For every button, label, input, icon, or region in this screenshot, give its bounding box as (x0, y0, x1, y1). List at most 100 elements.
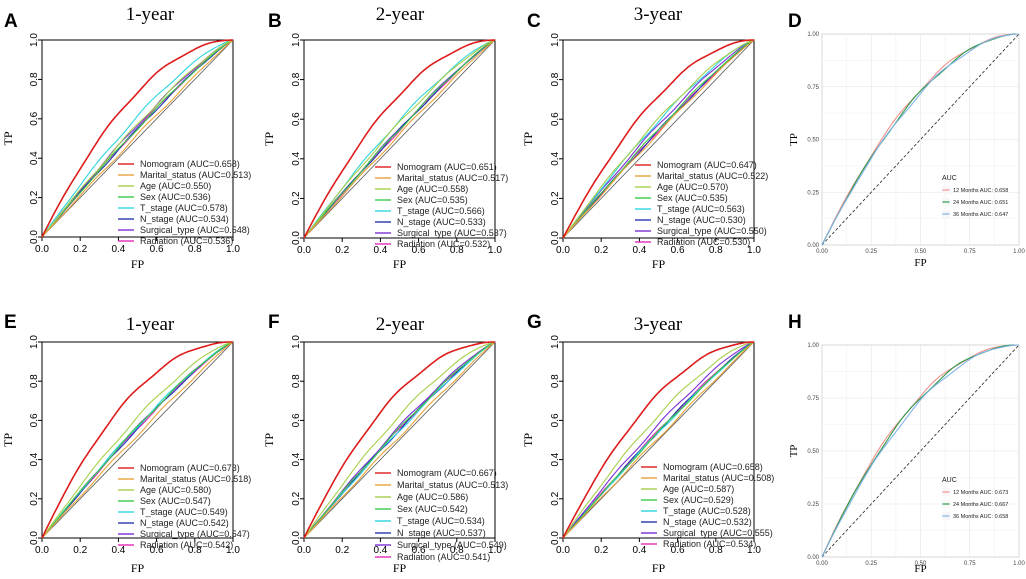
roc-line-2 (41, 341, 234, 539)
legend: Nomogram (AUC=0.673)Marital_status (AUC=… (118, 463, 251, 550)
x-axis-label: FP (914, 563, 926, 575)
grid-lines (821, 33, 1020, 246)
x-tick-label: 0.0 (297, 245, 311, 256)
x-tick-label: 0.2 (335, 245, 349, 256)
reference-diagonal (821, 344, 1020, 558)
legend-label: Sex (AUC=0.535) (397, 195, 468, 205)
y-tick-label: 1.0 (29, 335, 40, 349)
panel-letter: F (268, 312, 280, 333)
legend-label: 24 Months AUC: 0.667 (953, 502, 1008, 508)
x-tick-label: 1.0 (488, 245, 502, 256)
x-tick-label: 1.0 (488, 545, 502, 556)
legend-label: Sex (AUC=0.542) (397, 504, 468, 514)
y-tick-label: 0.0 (29, 531, 40, 545)
x-tick-label: 0.75 (964, 249, 976, 255)
legend-label: Nomogram (AUC=0.651) (397, 162, 497, 172)
x-tick-label: 0.4 (373, 545, 387, 556)
plot-frame (303, 341, 496, 539)
legend-label: N_stage (AUC=0.534) (140, 214, 229, 224)
panel-letter: E (4, 312, 17, 333)
roc-line-1 (303, 39, 496, 239)
panel-g: G 3-year 0.00.0 0.2 0.2 0.4 0.4 0.6 0.6 0.8 0.8 1.0… (521, 312, 774, 575)
roc-line-3 (821, 33, 1020, 246)
y-tick-label: 0.4 (550, 151, 561, 165)
legend-label: T_stage (AUC=0.534) (397, 516, 485, 526)
y-tick-label: 0.8 (550, 72, 561, 86)
legend: Nomogram (AUC=0.658)Marital_status (AUC=… (641, 462, 774, 549)
axis-ticks: 0.00.0 0.2 0.2 0.4 0.4 0.6 0.6 0.8 0.8 1.0 1.0 (291, 33, 502, 256)
y-tick-label: 0.0 (291, 231, 302, 245)
x-tick-label: 0.2 (594, 545, 608, 556)
legend-label: Radiation (AUC=0.536) (140, 236, 233, 246)
legend-label: Surgical_type (AUC=0.550) (657, 226, 767, 236)
roc-line-4 (562, 341, 755, 539)
y-tick-label: 0.0 (550, 231, 561, 245)
x-tick-label: 0.4 (632, 545, 646, 556)
x-tick-label: 0.6 (671, 545, 685, 556)
x-tick-label: 0.2 (335, 545, 349, 556)
panel-letter: A (4, 11, 18, 32)
legend-label: Nomogram (AUC=0.673) (140, 463, 240, 473)
panel-letter: H (788, 312, 802, 333)
x-tick-label: 1.00 (1013, 561, 1025, 567)
y-axis-label: TP (521, 132, 535, 146)
panel-title: 2-year (376, 4, 425, 25)
legend-label: Sex (AUC=0.536) (140, 192, 211, 202)
legend-label: Age (AUC=0.586) (397, 492, 468, 502)
panel-letter: G (527, 312, 542, 333)
axis-ticks: 0.00.0 0.2 0.2 0.4 0.4 0.6 0.6 0.8 0.8 1.0 1.0 (291, 335, 502, 556)
panel-b: B 2-year 0.00.0 0.2 0.2 0.4 0.4 0.6 0.6 0.8 0.8 1.0… (262, 4, 508, 271)
legend-label: Surgical_type (AUC=0.555) (663, 528, 773, 538)
y-axis-label: TP (521, 433, 535, 447)
y-tick-label: 1.0 (291, 335, 302, 349)
x-tick-label: 0.8 (450, 545, 464, 556)
y-axis-label: TP (262, 433, 276, 447)
legend-label: Surgical_type (AUC=0.547) (140, 529, 250, 539)
y-tick-label: 0.6 (291, 112, 302, 126)
x-tick-label: 0.8 (709, 545, 723, 556)
plot-frame (562, 341, 755, 539)
x-tick-label: 0.8 (188, 545, 202, 556)
panel-a: A 1-year 0.00.0 0.2 0.2 0.4 0.4 0.6 0.6 0.8 0.8 1.0… (1, 4, 251, 271)
x-tick-label: 0.2 (73, 244, 87, 255)
legend-label: Radiation (AUC=0.542) (140, 540, 233, 550)
legend: Nomogram (AUC=0.658)Marital_status (AUC=… (118, 159, 251, 246)
y-tick-label: 0.0 (29, 230, 40, 244)
legend: Nomogram (AUC=0.651)Marital_status (AUC=… (375, 162, 508, 249)
y-tick-label: 1.0 (550, 33, 561, 47)
y-tick-label: 0.8 (29, 72, 40, 86)
x-tick-label: 0.6 (412, 245, 426, 256)
legend-label: T_stage (AUC=0.528) (663, 506, 751, 516)
y-tick-label: 0.0 (291, 531, 302, 545)
y-tick-label: 0.50 (807, 138, 819, 144)
series-group (41, 341, 234, 539)
x-tick-label: 0.0 (297, 545, 311, 556)
roc-line-7 (562, 39, 755, 239)
roc-line-2 (41, 39, 234, 238)
legend-label: Surgical_type (AUC=0.537) (397, 228, 507, 238)
roc-line-3 (821, 344, 1020, 558)
legend-label: N_stage (AUC=0.532) (663, 517, 752, 527)
panel-h: H 0.000.00 0.25 0.25 0.50 0.50 0.75 0.75 1.00 1.0… (788, 312, 1025, 575)
y-tick-label: 0.4 (29, 452, 40, 466)
x-tick-label: 0.8 (188, 244, 202, 255)
y-tick-label: 1.00 (807, 32, 819, 38)
legend-label: Age (AUC=0.580) (140, 485, 211, 495)
roc-line-4 (41, 341, 234, 539)
plot-frame (303, 39, 496, 239)
y-tick-label: 1.0 (550, 335, 561, 349)
legend-label: 24 Months AUC: 0.651 (953, 200, 1008, 206)
series-group (41, 39, 234, 238)
legend-label: T_stage (AUC=0.578) (140, 203, 228, 213)
roc-line-4 (562, 39, 755, 239)
legend-label: T_stage (AUC=0.549) (140, 507, 228, 517)
series-group (562, 341, 755, 539)
roc-line-3 (303, 341, 496, 539)
legend-label: Age (AUC=0.570) (657, 182, 728, 192)
roc-line-3 (562, 39, 755, 239)
panel-letter: D (788, 11, 802, 32)
legend: AUC 12 Months AUC: 0.673 24 Months AUC: 0.… (942, 477, 1008, 520)
axis-ticks: 0.00.0 0.2 0.2 0.4 0.4 0.6 0.6 0.8 0.8 1.0 1.0 (29, 335, 240, 556)
x-tick-label: 0.00 (816, 249, 828, 255)
y-tick-label: 0.2 (291, 191, 302, 205)
